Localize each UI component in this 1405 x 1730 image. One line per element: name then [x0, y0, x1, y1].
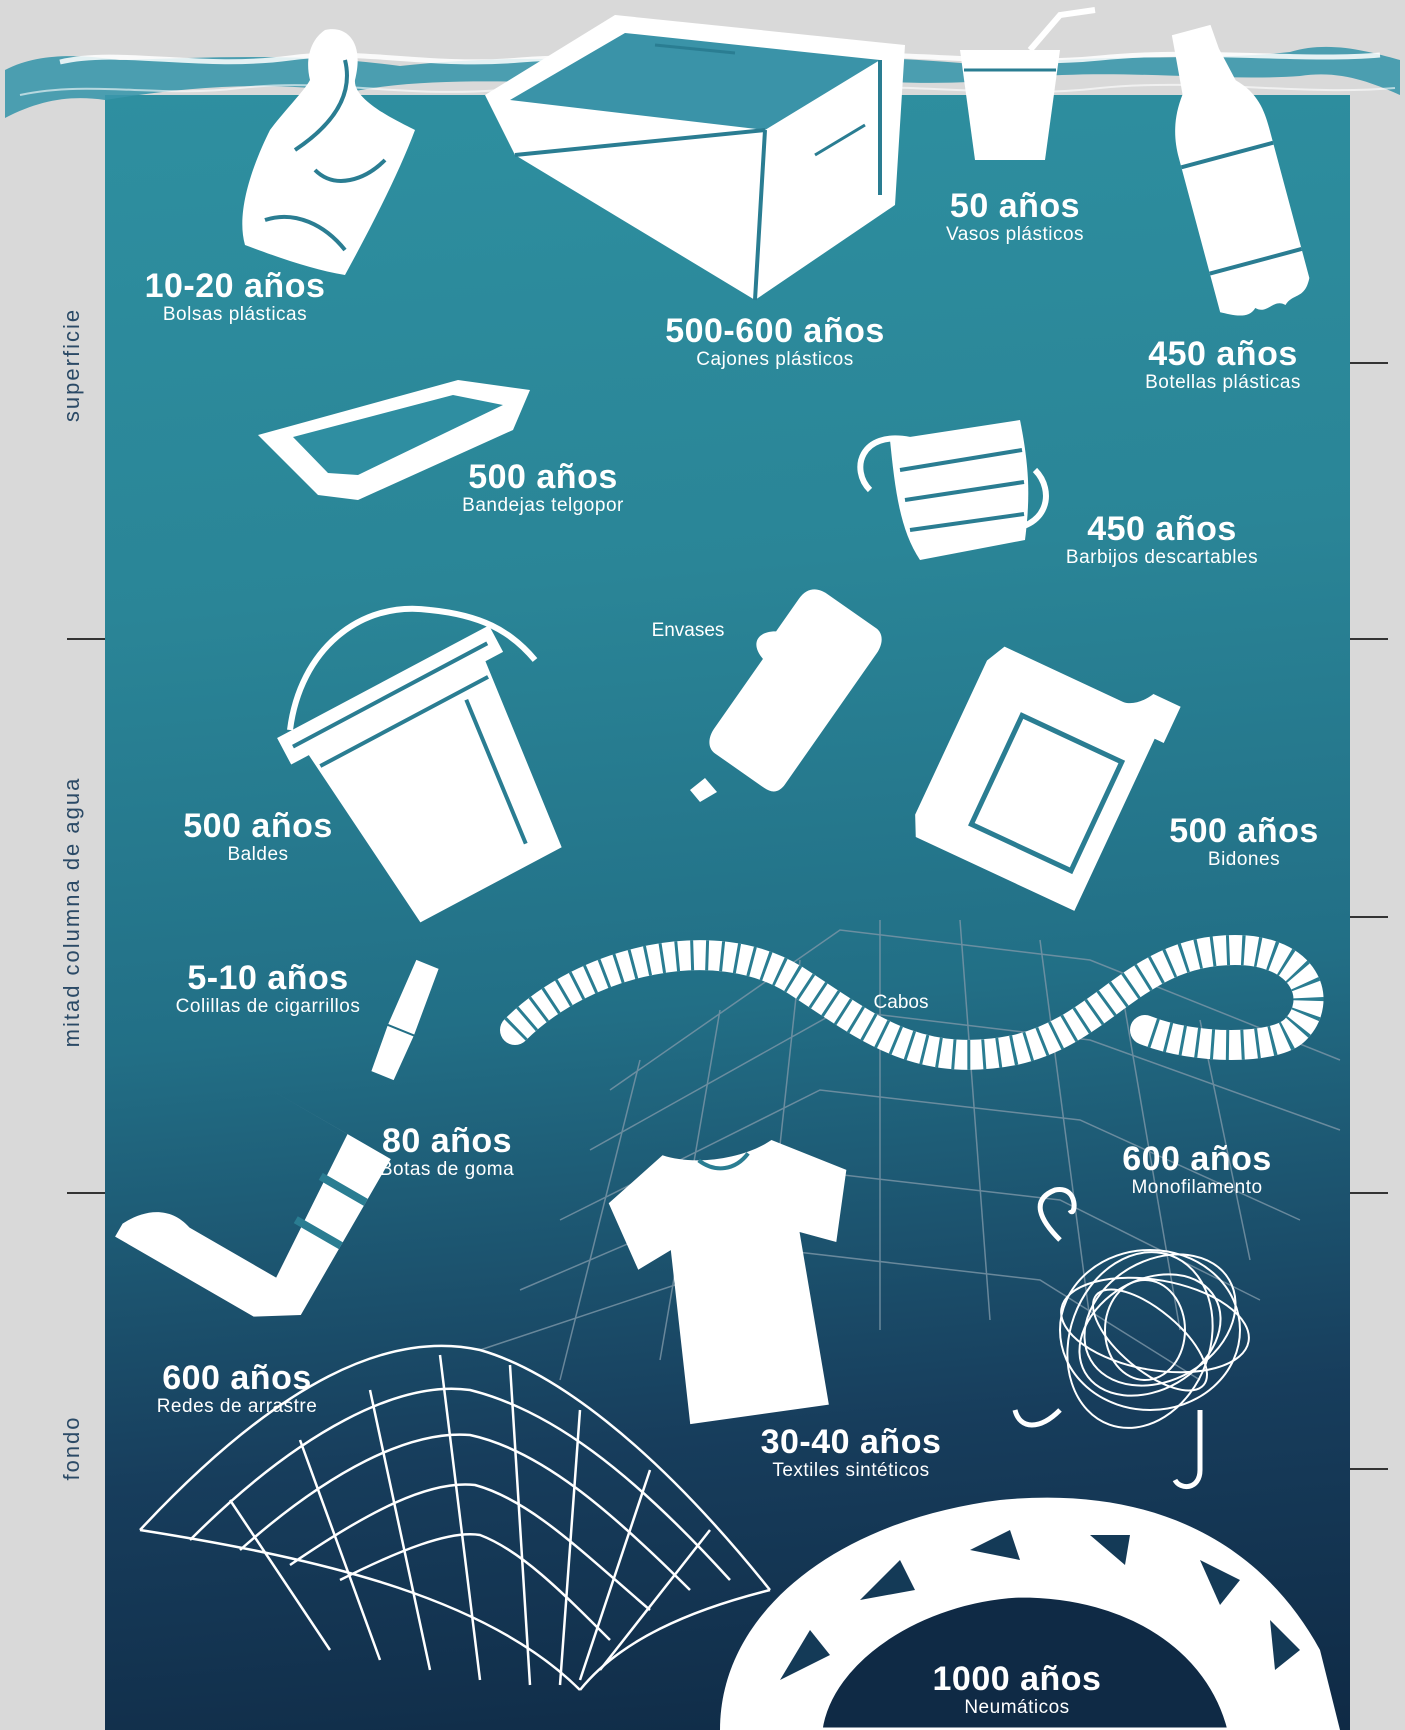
item-label-cigarettes: 5-10 años Colillas de cigarrillos — [176, 960, 361, 1018]
item-name: Botellas plásticas — [1145, 372, 1301, 393]
degradation-years: 80 años — [381, 1122, 513, 1160]
plastic-bag-icon — [242, 29, 415, 275]
degradation-years: 450 años — [1148, 335, 1298, 373]
item-label-trays: 500 años Bandejas telgopor — [462, 459, 624, 517]
zone-label-bottom: fondo — [59, 1415, 84, 1481]
cup-with-straw-icon — [960, 7, 1096, 160]
zone-divider-tick — [67, 638, 105, 640]
degradation-years: 600 años — [1122, 1140, 1272, 1178]
item-name: Neumáticos — [964, 1697, 1070, 1718]
degradation-years: 500 años — [1169, 812, 1319, 850]
t-shirt-icon — [608, 1140, 847, 1425]
plastic-bottle-icon — [1171, 24, 1310, 316]
scale-tick — [1350, 638, 1388, 640]
zone-label-surface: superficie — [59, 307, 84, 423]
item-name: Bandejas telgopor — [462, 495, 624, 516]
face-mask-icon — [857, 420, 1049, 560]
item-label-cups: 50 años Vasos plásticos — [946, 188, 1084, 246]
scale-tick — [1350, 916, 1388, 918]
item-name: Monofilamento — [1131, 1177, 1263, 1198]
trawl-net-icon — [139, 1344, 771, 1691]
item-name: Textiles sintéticos — [772, 1460, 930, 1481]
scale-tick — [1350, 1192, 1388, 1194]
item-name: Botas de goma — [379, 1159, 515, 1180]
degradation-years: 30-40 años — [760, 1423, 942, 1461]
degradation-years: 10-20 años — [144, 267, 326, 305]
item-label-boots: 80 años Botas de goma — [380, 1123, 514, 1181]
item-name: Colillas de cigarrillos — [175, 996, 361, 1017]
item-name: Bidones — [1207, 849, 1281, 870]
item-label-bags: 10-20 años Bolsas plásticas — [145, 268, 326, 326]
item-label-tires: 1000 años Neumáticos — [933, 1661, 1102, 1719]
zone-label-midwater: mitad columna de agua — [59, 776, 84, 1048]
degradation-years: 50 años — [949, 187, 1081, 225]
ocean-water — [105, 95, 1350, 1730]
degradation-years: 1000 años — [932, 1660, 1102, 1698]
item-label-ropes: Cabos — [873, 992, 929, 1013]
foam-tray-icon — [258, 380, 530, 500]
degradation-years: 600 años — [162, 1359, 312, 1397]
degradation-years: 500 años — [468, 458, 618, 496]
jerrycan-icon — [915, 646, 1181, 911]
item-name: Bolsas plásticas — [162, 304, 308, 325]
item-name: Vasos plásticos — [945, 224, 1085, 245]
rope-icon — [500, 934, 1324, 1070]
plastic-crate-icon — [485, 15, 905, 301]
item-label-containers: Envases — [651, 620, 725, 641]
item-name: Cajones plásticos — [696, 349, 854, 370]
item-label-masks: 450 años Barbijos descartables — [1066, 511, 1258, 569]
item-label-crates: 500-600 años Cajones plásticos — [665, 313, 885, 371]
degradation-years: 500 años — [183, 807, 333, 845]
degradation-years: 450 años — [1087, 510, 1237, 548]
tire-icon — [720, 1497, 1340, 1730]
rubber-boot-icon — [115, 1089, 391, 1317]
degradation-years: 500-600 años — [665, 312, 885, 350]
item-label-jerrycans: 500 años Bidones — [1169, 813, 1319, 871]
item-name: Baldes — [227, 844, 289, 865]
zone-divider-tick — [67, 1192, 105, 1194]
scale-tick — [1350, 1468, 1388, 1470]
scale-tick — [1350, 362, 1388, 364]
item-label-buckets: 500 años Baldes — [183, 808, 333, 866]
item-name: Redes de arrastre — [156, 1396, 318, 1417]
item-label-bottles: 450 años Botellas plásticas — [1145, 336, 1301, 394]
cigarette-butt-icon — [371, 959, 439, 1081]
item-name: Barbijos descartables — [1065, 547, 1259, 568]
item-label-textiles: 30-40 años Textiles sintéticos — [761, 1424, 942, 1482]
detergent-container-icon — [690, 589, 882, 802]
degradation-years: 5-10 años — [187, 959, 349, 997]
tangled-line-hook-icon — [1012, 1187, 1250, 1489]
item-label-monofilament: 600 años Monofilamento — [1122, 1141, 1272, 1199]
bucket-icon — [277, 605, 562, 923]
item-label-trawl: 600 años Redes de arrastre — [157, 1360, 318, 1418]
